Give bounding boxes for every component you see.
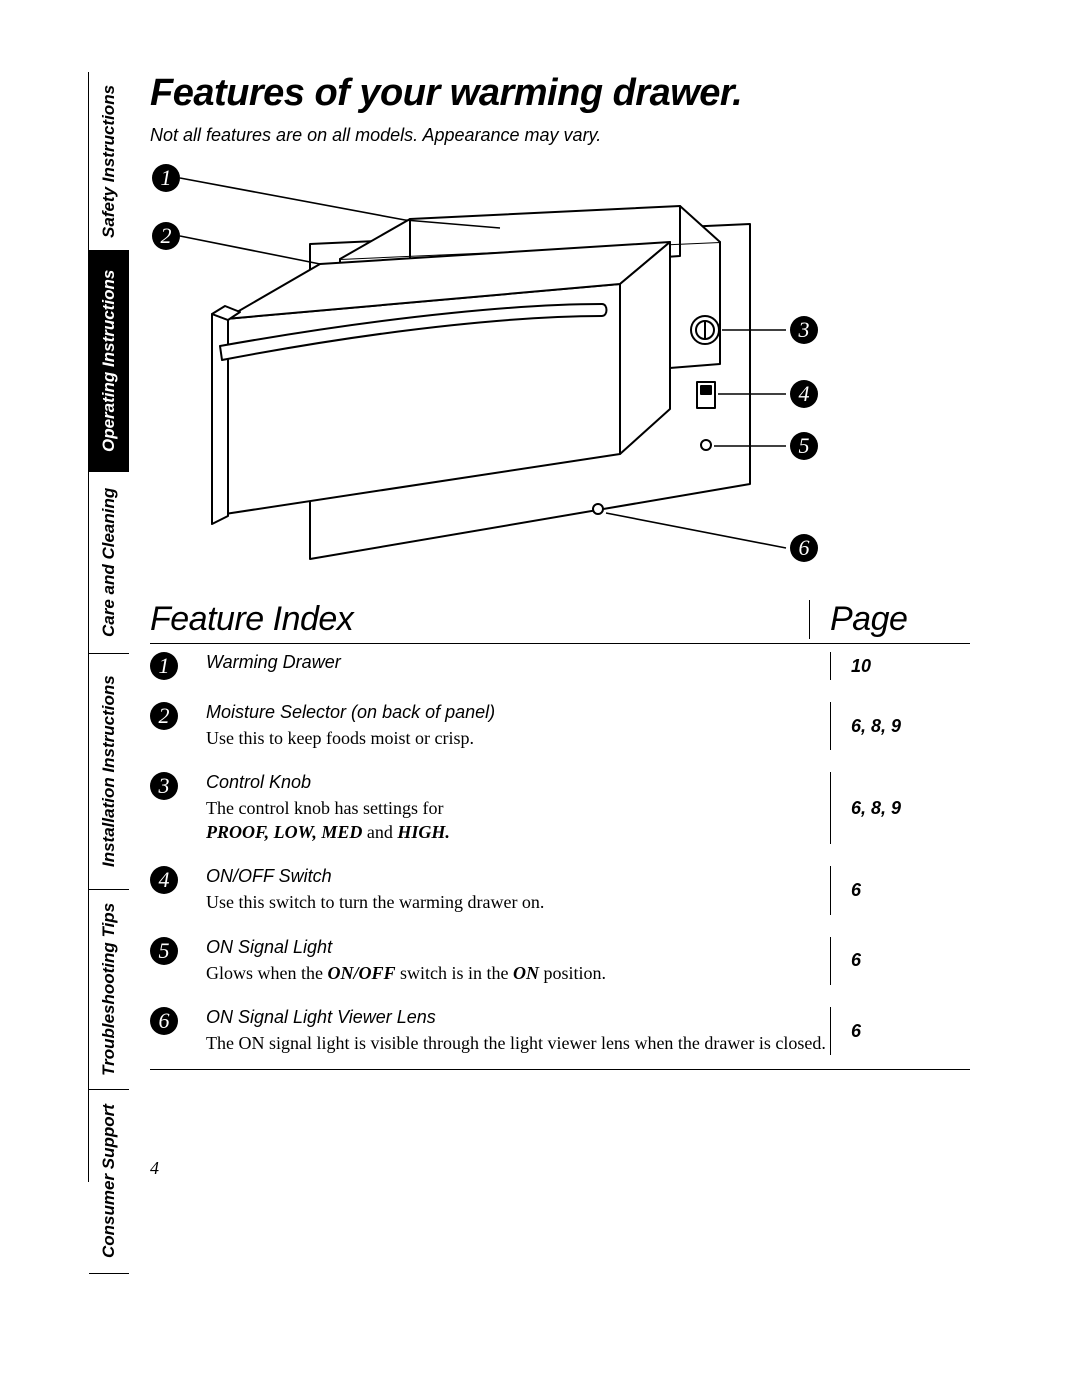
feature-page: 6 [830,866,970,914]
feature-title: ON/OFF Switch [206,866,830,887]
feature-title: ON Signal Light Viewer Lens [206,1007,830,1028]
side-tab-care-and-cleaning[interactable]: Care and Cleaning [89,472,129,654]
index-row-5: 5 ON Signal Light Glows when the ON/OFF sw… [150,929,970,999]
feature-title: ON Signal Light [206,937,830,958]
drawer-illustration [150,164,830,584]
index-bullet-5: 5 [150,937,178,965]
index-bullet-4: 4 [150,866,178,894]
feature-page: 6 [830,1007,970,1055]
page-number: 4 [150,1158,159,1179]
page-subtitle: Not all features are on all models. Appe… [150,125,970,146]
feature-page: 10 [830,652,970,680]
feature-page: 6, 8, 9 [830,772,970,844]
index-row-2: 2 Moisture Selector (on back of panel) Use… [150,694,970,764]
feature-desc: Use this to keep foods moist or crisp. [206,727,830,750]
index-bullet-6: 6 [150,1007,178,1035]
feature-desc: The ON signal light is visible through t… [206,1032,830,1055]
diagram-callout-1: 1 [152,164,180,192]
side-tab-strip: Safety InstructionsOperating Instruction… [88,72,129,1182]
diagram-callout-3: 3 [790,316,818,344]
index-row-4: 4 ON/OFF Switch Use this switch to turn th… [150,858,970,928]
diagram-callout-5: 5 [790,432,818,460]
index-bullet-2: 2 [150,702,178,730]
page-title: Features of your warming drawer. [150,72,970,115]
index-bullet-3: 3 [150,772,178,800]
diagram-callout-4: 4 [790,380,818,408]
index-header-feature: Feature Index [150,600,809,639]
feature-index: Feature Index Page 1 Warming Drawer10 2 Moi… [150,600,970,1070]
side-tab-troubleshooting-tips[interactable]: Troubleshooting Tips [89,890,129,1090]
index-row-3: 3 Control Knob The control knob has settin… [150,764,970,858]
page-content: Features of your warming drawer. Not all… [150,72,970,1070]
side-tab-safety-instructions[interactable]: Safety Instructions [89,72,129,250]
feature-title: Moisture Selector (on back of panel) [206,702,830,723]
product-diagram: 1 2 3 4 5 6 [150,164,970,584]
diagram-callout-6: 6 [790,534,818,562]
side-tab-operating-instructions[interactable]: Operating Instructions [89,250,129,472]
feature-page: 6 [830,937,970,985]
diagram-callout-2: 2 [152,222,180,250]
index-bullet-1: 1 [150,652,178,680]
side-tab-installation-instructions[interactable]: Installation Instructions [89,654,129,890]
index-header-page: Page [809,600,970,639]
side-tab-consumer-support[interactable]: Consumer Support [89,1090,129,1274]
index-header-row: Feature Index Page [150,600,970,644]
feature-desc: Use this switch to turn the warming draw… [206,891,830,914]
feature-desc: Glows when the ON/OFF switch is in the O… [206,962,830,985]
index-row-6: 6ON Signal Light Viewer LensThe ON signa… [150,999,970,1069]
index-row-1: 1 Warming Drawer10 [150,644,970,694]
feature-page: 6, 8, 9 [830,702,970,750]
feature-title: Control Knob [206,772,830,793]
feature-title: Warming Drawer [206,652,830,673]
feature-desc: The control knob has settings forPROOF, … [206,797,830,844]
